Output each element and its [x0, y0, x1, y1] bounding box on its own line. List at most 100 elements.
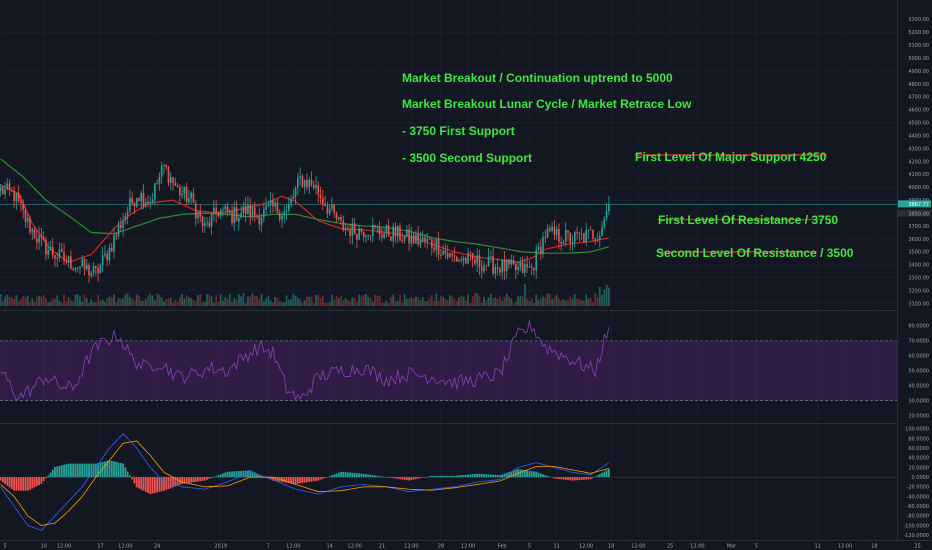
osc1-tick-label: 50.0000 [908, 369, 929, 375]
candle-up [135, 198, 138, 207]
candle-down [394, 226, 397, 237]
candle-up [163, 164, 165, 166]
volume-bar [469, 302, 472, 306]
volume-bar [478, 295, 481, 306]
volume-bar [589, 297, 592, 306]
time-axis[interactable]: 5 10 12:00 17 12:00 24 2019 7 12:00 14 12:00 21 12:0… [0, 541, 932, 550]
histogram-bar-positive [365, 474, 367, 478]
volume-bar [564, 300, 567, 306]
histogram-bar-negative [283, 477, 286, 483]
histogram-bar-negative [40, 477, 43, 484]
osc1-tick-label: 20.0000 [908, 413, 929, 419]
candle-down [362, 231, 365, 237]
volume-bar [106, 298, 109, 306]
candle-down [558, 228, 560, 242]
candle-up [149, 201, 152, 204]
candle-up [269, 200, 272, 206]
volume-bar [219, 294, 222, 306]
candle-down [24, 209, 27, 222]
histogram-bar-negative [35, 477, 38, 487]
candle-down [110, 247, 113, 252]
histogram-bar-negative [45, 477, 47, 479]
volume-bar [206, 294, 208, 306]
histogram-bar-positive [219, 474, 222, 478]
time-tick-label: 24 [154, 544, 160, 550]
candle-down [412, 235, 415, 244]
candle-up [15, 192, 18, 201]
histogram-bar-positive [124, 467, 127, 478]
volume-bar [312, 302, 315, 306]
candle-down [147, 201, 149, 204]
candle-down [310, 179, 313, 185]
histogram-bar-positive [256, 473, 258, 478]
candle-down [514, 263, 517, 271]
volume-bar [390, 297, 392, 306]
histogram-bar-negative [415, 477, 417, 480]
volume-bar [569, 296, 572, 306]
candle-down [469, 252, 472, 254]
candle-down [165, 164, 168, 167]
annotation-second-support: - 3500 Second Support [402, 151, 532, 165]
volume-bar [199, 294, 202, 306]
volume-bar [104, 302, 106, 306]
price-scale[interactable]: 5300.00 5200.00 5100.00 5000.00 4900.00 4800.… [898, 0, 932, 540]
volume-bar [45, 298, 47, 306]
candle-up [263, 209, 265, 218]
candle-down [576, 232, 578, 234]
candle-up [442, 250, 444, 256]
histogram-bar-negative [194, 477, 197, 482]
candle-up [542, 236, 544, 255]
volume-bar [367, 297, 370, 306]
candle-down [324, 203, 326, 207]
candle-down [51, 246, 54, 256]
candle-up [251, 207, 254, 218]
volume-bar [376, 295, 379, 306]
volume-bar [510, 298, 513, 306]
candle-up [605, 211, 608, 219]
candle-up [365, 235, 367, 237]
price-tick-label: 4900.00 [908, 69, 929, 75]
histogram-bar-negative [172, 477, 174, 488]
volume-bar [212, 302, 215, 306]
candle-up [292, 196, 295, 199]
volume-bar [33, 301, 36, 306]
volume-bar [181, 294, 183, 306]
volume-bar [147, 295, 149, 306]
candle-up [219, 210, 222, 217]
volume-bar [285, 295, 288, 306]
histogram-bar-positive [362, 473, 365, 478]
histogram-bar-positive [449, 475, 451, 478]
histogram-bar-positive [471, 474, 474, 478]
candle-down [215, 207, 217, 214]
price-tick-label: 4300.00 [908, 146, 929, 152]
volume-bar [153, 300, 156, 306]
oscillator-2-line-blue [0, 433, 610, 531]
histogram-bar-positive [539, 473, 542, 478]
histogram-bar-negative [321, 477, 324, 479]
volume-bar [197, 294, 199, 306]
histogram-bar-positive [108, 460, 111, 478]
volume-bar [240, 296, 243, 306]
volume-bar [283, 301, 286, 306]
histogram-bar-positive [360, 473, 363, 478]
time-tick-label: 18 [608, 544, 614, 550]
volume-bar [394, 300, 397, 306]
histogram-bar-positive [514, 469, 517, 478]
histogram-bar-negative [319, 477, 322, 480]
volume-bar [476, 293, 479, 306]
histogram-bar-positive [67, 463, 70, 478]
histogram-bar-positive [535, 471, 538, 478]
volume-bar [508, 296, 510, 306]
volume-bar [188, 296, 190, 306]
volume-bar [321, 295, 324, 306]
histogram-bar-positive [489, 474, 492, 478]
label-major-support-4250: First Level Of Major Support 4250 [635, 150, 827, 164]
histogram-bar-positive [542, 474, 544, 478]
price-tick-label: 3100.00 [908, 301, 929, 307]
histogram-bar-negative [20, 477, 22, 491]
candle-up [308, 179, 311, 188]
histogram-bar-positive [594, 476, 597, 478]
osc2-tick-label: 40.0000 [908, 456, 929, 462]
